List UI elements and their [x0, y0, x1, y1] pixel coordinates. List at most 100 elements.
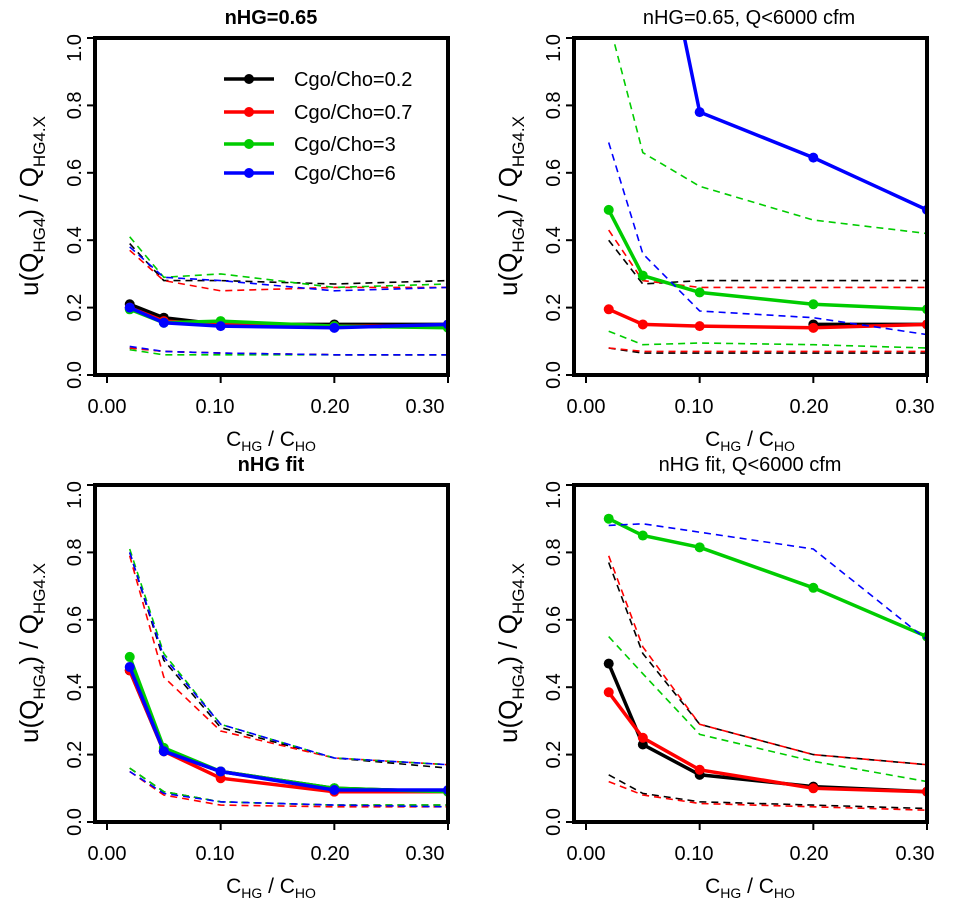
x-label-mid: / C — [262, 875, 295, 898]
x-tick-label: 0.20 — [790, 843, 829, 865]
x-label-sub1: HG — [241, 438, 262, 454]
x-label-mid: / C — [741, 428, 774, 451]
data-point-green — [124, 651, 135, 662]
y-axis-label: u(QHG4) / QHG4.X — [493, 116, 528, 296]
series-line-blue — [682, 38, 927, 212]
svg-text:CHG / CHO: CHG / CHO — [226, 875, 316, 901]
panel-nhg-065: nHG=0.65 u(QHG4) / QHG4.X CHG / CHO 0.00… — [14, 7, 450, 454]
series-line-black — [128, 669, 448, 794]
svg-text:u(QHG4) / QHG4.X: u(QHG4) / QHG4.X — [14, 563, 49, 743]
data-point-blue — [158, 746, 169, 757]
y-tick-label: 1.0 — [64, 34, 86, 62]
y-tick-label: 0.2 — [543, 294, 565, 322]
plot-area — [124, 548, 448, 808]
plot-area — [603, 38, 927, 354]
legend-marker-green — [244, 139, 254, 149]
x-tick-label: 0.20 — [790, 396, 829, 418]
x-tick-labels: 0.00 0.10 0.20 0.30 — [88, 396, 445, 418]
data-point-red — [808, 783, 819, 794]
y-label-pre: u(Q — [14, 253, 44, 296]
plot-frame — [572, 483, 929, 824]
x-tick-label: 0.10 — [675, 396, 714, 418]
y-label-sub1: HG4 — [30, 218, 49, 253]
y-tick-labels: 0.0 0.2 0.4 0.6 0.8 1.0 — [64, 481, 86, 836]
series-upper-bound-red — [608, 229, 927, 289]
data-point-blue — [158, 317, 169, 328]
svg-text:CHG / CHO: CHG / CHO — [705, 875, 795, 901]
x-label-sub1: HG — [720, 438, 741, 454]
data-point-blue — [329, 784, 340, 795]
legend: Cgo/Cho=0.2 Cgo/Cho=0.7 Cgo/Cho=3 Cgo/Ch… — [224, 69, 412, 185]
series-upper-bound-red — [129, 249, 448, 292]
data-point-green — [808, 299, 819, 310]
data-point-blue — [215, 766, 226, 777]
x-label-base: C — [705, 875, 720, 898]
y-label-pre: u(Q — [14, 700, 44, 743]
legend-marker-black — [244, 74, 254, 84]
y-tick-label: 1.0 — [64, 481, 86, 509]
series-line-red — [128, 669, 448, 794]
x-label-sub2: HO — [295, 885, 316, 901]
x-tick-label: 0.30 — [896, 843, 935, 865]
y-tick-label: 0.2 — [543, 741, 565, 769]
x-tick-label: 0.10 — [196, 396, 235, 418]
x-label-sub1: HG — [720, 885, 741, 901]
data-point-red — [603, 304, 614, 315]
legend-label: Cgo/Cho=0.7 — [294, 102, 412, 124]
y-label-pre: u(Q — [493, 253, 523, 296]
series-upper-bound-blue — [608, 522, 927, 641]
chart-title: nHG=0.65 — [225, 7, 318, 29]
axis-ticks — [566, 37, 928, 383]
y-tick-label: 0.6 — [64, 606, 86, 634]
series-lower-bound-blue — [129, 345, 448, 356]
x-label-base: C — [226, 428, 241, 451]
x-tick-label: 0.10 — [675, 843, 714, 865]
series-upper-bound-green — [612, 38, 927, 235]
series-upper-bound-blue — [129, 246, 448, 292]
y-tick-label: 1.0 — [543, 481, 565, 509]
series-line-red — [607, 307, 927, 330]
data-point-green — [694, 287, 705, 298]
x-label-sub2: HO — [295, 438, 316, 454]
x-label-base: C — [705, 428, 720, 451]
plot-frame — [572, 36, 929, 377]
data-point-red — [637, 732, 648, 743]
x-axis-label: CHG / CHO — [226, 875, 316, 901]
series-upper-bound-black — [607, 562, 927, 766]
y-tick-label: 0.6 — [543, 159, 565, 187]
y-tick-label: 0.6 — [64, 159, 86, 187]
series-lower-bound-red — [608, 780, 927, 811]
chart-title: nHG fit, Q<6000 cfm — [659, 454, 842, 476]
x-tick-label: 0.30 — [406, 843, 445, 865]
data-point-blue — [124, 302, 135, 313]
series-upper-bound-blue — [607, 142, 927, 336]
data-point-red — [694, 321, 705, 332]
data-point-green — [808, 582, 819, 593]
series-upper-bound-black — [608, 239, 927, 285]
legend-marker-red — [244, 107, 254, 117]
series-lower-bound-red — [129, 770, 448, 808]
svg-text:u(QHG4) / QHG4.X: u(QHG4) / QHG4.X — [14, 116, 49, 296]
data-point-green — [603, 513, 614, 524]
x-tick-labels: 0.00 0.10 0.20 0.30 — [88, 843, 445, 865]
y-tick-label: 0.4 — [64, 226, 86, 254]
legend-marker-blue — [244, 168, 254, 178]
y-axis-label: u(QHG4) / QHG4.X — [493, 563, 528, 743]
series-upper-bound-green — [129, 236, 448, 289]
data-point-red — [603, 687, 614, 698]
data-point-black — [603, 658, 614, 669]
x-tick-label: 0.20 — [311, 843, 350, 865]
x-axis-label: CHG / CHO — [705, 875, 795, 901]
y-label-sub2: HG4.X — [30, 563, 49, 614]
y-tick-label: 0.8 — [64, 538, 86, 566]
y-tick-labels: 0.0 0.2 0.4 0.6 0.8 1.0 — [543, 481, 565, 836]
series-upper-bound-red — [607, 555, 927, 766]
y-tick-label: 0.0 — [543, 808, 565, 836]
series-upper-bound-green — [128, 548, 448, 766]
x-tick-label: 0.10 — [196, 843, 235, 865]
y-axis-label: u(QHG4) / QHG4.X — [14, 116, 49, 296]
panel-nhg-fit-q6000: nHG fit, Q<6000 cfm u(QHG4) / QHG4.X CHG… — [493, 454, 934, 901]
svg-text:CHG / CHO: CHG / CHO — [226, 428, 316, 454]
svg-text:u(QHG4) / QHG4.X: u(QHG4) / QHG4.X — [493, 116, 528, 296]
y-tick-label: 0.4 — [64, 673, 86, 701]
